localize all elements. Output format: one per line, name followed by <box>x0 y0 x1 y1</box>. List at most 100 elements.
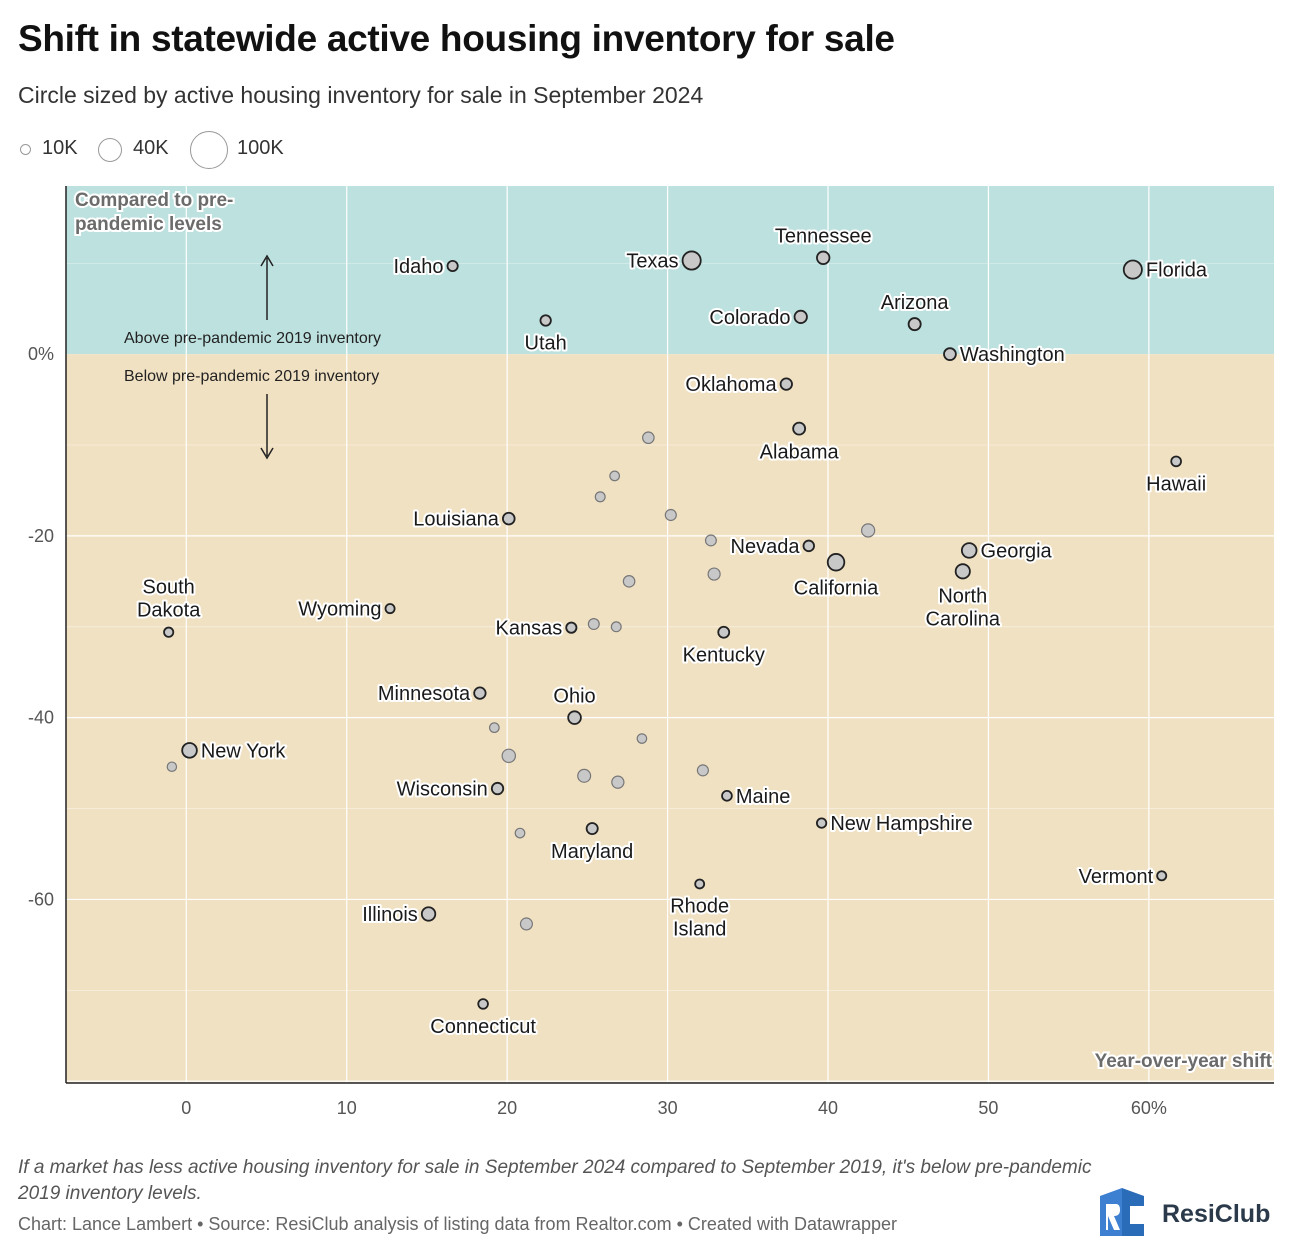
point-label: Minnesota <box>378 683 471 705</box>
data-point <box>501 748 517 764</box>
chart-subtitle: Circle sized by active housing inventory… <box>18 82 704 108</box>
point-label-line: South <box>143 577 195 599</box>
data-point <box>181 742 198 759</box>
data-point <box>793 309 808 324</box>
data-point <box>1156 870 1168 882</box>
x-tick-label: 10 <box>337 1098 357 1118</box>
point-label: Kansas <box>495 618 562 640</box>
data-point <box>587 618 600 631</box>
data-point <box>717 625 731 639</box>
data-point <box>779 377 793 391</box>
data-point <box>681 250 702 271</box>
x-tick-label: 20 <box>497 1098 517 1118</box>
point-label: Louisiana <box>413 509 500 531</box>
y-tick-label: -40 <box>28 708 54 728</box>
data-point <box>642 431 655 445</box>
point-label-line: Island <box>673 918 726 940</box>
data-point <box>488 722 500 734</box>
data-point <box>163 626 175 638</box>
data-point <box>721 790 733 802</box>
point-label: Vermont <box>1079 866 1154 888</box>
size-legend-label-medium: 40K <box>133 137 169 159</box>
point-label-line: North <box>938 585 987 607</box>
data-point <box>611 775 625 789</box>
data-point <box>610 621 622 633</box>
size-legend-circle-medium <box>98 138 122 162</box>
point-label: Connecticut <box>430 1016 536 1038</box>
point-label: New York <box>201 740 286 762</box>
data-point <box>815 817 828 829</box>
data-point <box>446 259 459 272</box>
below-region <box>66 354 1274 1083</box>
point-label: Oklahoma <box>685 374 777 396</box>
data-point <box>473 686 487 700</box>
above-annotation: Above pre-pandemic 2019 inventory <box>124 330 381 347</box>
point-label: South Dakota <box>137 577 201 622</box>
data-point <box>802 539 815 553</box>
point-label: Hawaii <box>1146 473 1206 495</box>
point-label: Tennessee <box>775 226 872 248</box>
data-point <box>490 781 505 796</box>
data-point <box>694 878 706 890</box>
data-point <box>609 470 621 482</box>
point-label: Idaho <box>393 256 443 278</box>
data-point <box>816 250 831 265</box>
point-label: Wisconsin <box>397 779 488 801</box>
point-label: Colorado <box>709 307 790 329</box>
resiclub-logo-icon <box>1100 1188 1144 1236</box>
data-point <box>696 764 709 777</box>
x-tick-label: 50 <box>978 1098 998 1118</box>
size-legend-label-large: 100K <box>237 137 284 159</box>
resiclub-logo: ResiClub <box>1098 1184 1278 1240</box>
data-point <box>585 822 599 835</box>
data-point <box>567 710 582 725</box>
point-label: Wyoming <box>298 599 381 621</box>
data-point <box>166 761 178 772</box>
data-point <box>622 575 636 588</box>
data-point <box>826 553 846 572</box>
size-legend-label-small: 10K <box>42 137 78 159</box>
data-point <box>420 906 437 922</box>
up-arrow-head <box>260 254 274 267</box>
x-tick-label: 40 <box>818 1098 838 1118</box>
data-point <box>384 603 396 615</box>
size-legend-circle-small <box>20 144 31 155</box>
data-point <box>704 534 717 547</box>
credit-line: Chart: Lance Lambert • Source: ResiClub … <box>18 1214 898 1234</box>
point-label: California <box>794 578 879 600</box>
point-label: Georgia <box>981 540 1053 562</box>
point-label: Alabama <box>760 442 840 464</box>
point-label: New Hampshire <box>830 813 972 835</box>
size-legend: 10K 40K 100K <box>16 128 416 172</box>
data-point <box>792 421 807 436</box>
down-arrow-head <box>260 447 274 460</box>
point-label: Nevada <box>731 536 801 558</box>
data-point <box>664 508 677 522</box>
point-label: Ohio <box>553 685 595 707</box>
data-point <box>954 563 971 580</box>
point-label-line: Rhode <box>670 895 729 917</box>
size-legend-circle-large <box>190 131 228 169</box>
below-annotation: Below pre-pandemic 2019 inventory <box>124 368 379 385</box>
y-axis-title-line: Compared to pre- <box>75 190 233 211</box>
point-label: Maine <box>736 786 790 808</box>
data-point <box>707 567 721 581</box>
y-tick-label: -20 <box>28 526 54 546</box>
point-label: Florida <box>1146 260 1208 282</box>
point-label: Arizona <box>881 292 950 314</box>
logo-text: ResiClub <box>1162 1200 1271 1228</box>
data-point <box>594 491 606 503</box>
data-point <box>514 827 526 839</box>
y-axis-title-line: pandemic levels <box>75 214 222 235</box>
point-label: Texas <box>626 251 678 273</box>
data-point <box>539 314 552 327</box>
data-point <box>636 733 648 744</box>
data-point <box>502 511 516 526</box>
data-point <box>519 917 533 931</box>
point-label: North Carolina <box>926 585 1001 630</box>
data-point <box>565 621 578 634</box>
data-point <box>1122 259 1143 280</box>
point-label: Maryland <box>551 841 633 863</box>
x-tick-label: 30 <box>658 1098 678 1118</box>
data-point <box>907 317 922 332</box>
